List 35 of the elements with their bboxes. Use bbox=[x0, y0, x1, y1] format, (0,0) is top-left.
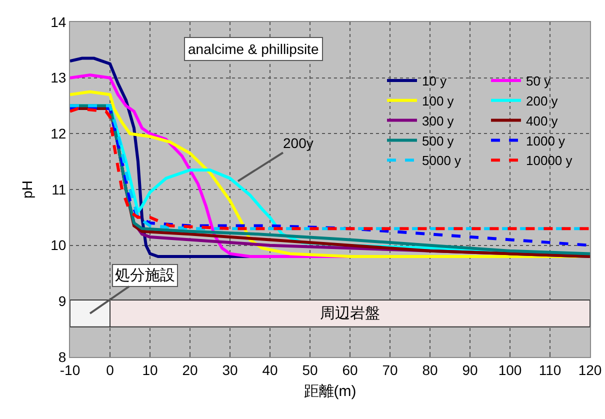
y-tick-label: 11 bbox=[52, 181, 66, 198]
band-label: 処分施設 bbox=[115, 267, 175, 284]
x-tick-label: 90 bbox=[462, 362, 478, 378]
legend-label: 5000 y bbox=[422, 153, 462, 168]
band-label: 周辺岩盤 bbox=[320, 305, 380, 322]
x-tick-label: 10 bbox=[142, 362, 158, 378]
x-tick-label: 0 bbox=[106, 362, 114, 378]
annotation: 200y bbox=[283, 135, 314, 151]
y-tick-label: 10 bbox=[50, 237, 66, 254]
x-tick-label: 80 bbox=[422, 362, 438, 378]
annotation: analcime & phillipsite bbox=[188, 41, 319, 57]
legend-label: 400 y bbox=[526, 113, 558, 128]
x-tick-label: 50 bbox=[302, 362, 318, 378]
legend-label: 10 y bbox=[422, 74, 448, 89]
legend-label: 200 y bbox=[526, 93, 558, 108]
x-tick-label: 20 bbox=[182, 362, 198, 378]
y-axis-title: pH bbox=[19, 180, 36, 198]
legend-label: 500 y bbox=[422, 133, 454, 148]
x-tick-label: 60 bbox=[342, 362, 358, 378]
y-tick-label: 14 bbox=[50, 14, 66, 30]
y-tick-label: 9 bbox=[58, 293, 66, 310]
x-tick-label: 100 bbox=[498, 362, 522, 378]
x-tick-label: 30 bbox=[222, 362, 238, 378]
legend-label: 300 y bbox=[422, 113, 454, 128]
x-tick-label: 40 bbox=[262, 362, 278, 378]
legend-label: 100 y bbox=[422, 93, 454, 108]
y-tick-label: 12 bbox=[50, 126, 66, 142]
legend-label: 1000 y bbox=[526, 133, 566, 148]
x-tick-label: 110 bbox=[538, 362, 562, 378]
legend-label: 10000 y bbox=[526, 153, 573, 168]
x-tick-label: 120 bbox=[578, 362, 602, 378]
legend-label: 50 y bbox=[526, 74, 552, 89]
x-axis-title: 距離(m) bbox=[304, 382, 356, 400]
y-tick-label: 13 bbox=[50, 70, 66, 86]
x-tick-label: 70 bbox=[382, 362, 398, 378]
